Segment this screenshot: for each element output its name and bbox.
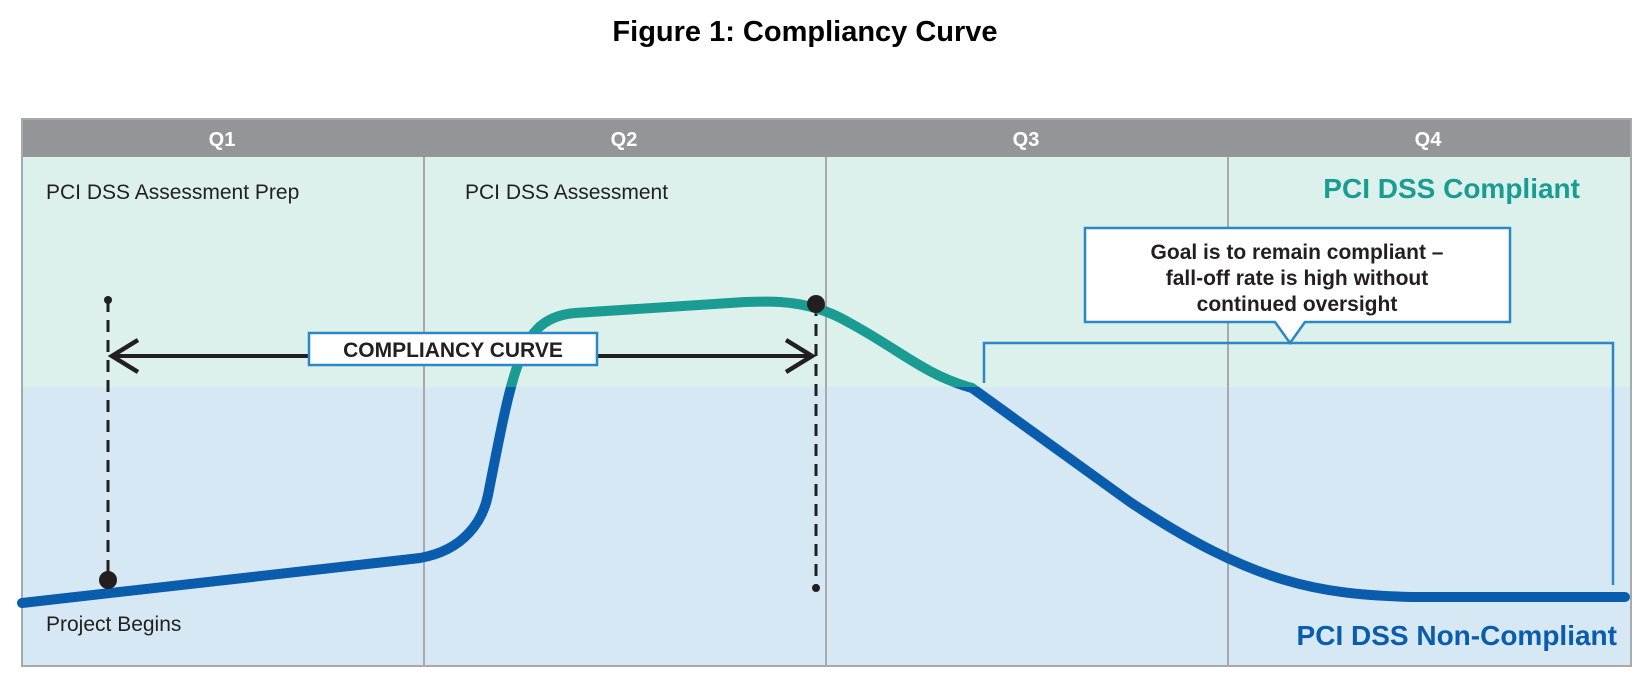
non-compliant-zone-label: PCI DSS Non-Compliant (1297, 620, 1617, 651)
project-start-top-dot (104, 296, 112, 304)
quarter-label-q3: Q3 (1013, 129, 1040, 151)
quarter-label-q2: Q2 (611, 129, 638, 151)
project-start-dot (99, 571, 117, 589)
compliancy-curve-compliant-segment (505, 296, 980, 387)
figure-title: Figure 1: Compliancy Curve (612, 16, 998, 48)
phase-label-assessment: PCI DSS Assessment (465, 181, 668, 204)
quarter-label-q4: Q4 (1415, 129, 1443, 151)
compliancy-curve-label: COMPLIANCY CURVE (343, 339, 563, 362)
arrow-head-left-icon (107, 338, 140, 374)
compliancy-curve-label-box (307, 331, 599, 367)
quarter-label-q1: Q1 (209, 129, 236, 151)
phase-label-assessment-prep: PCI DSS Assessment Prep (46, 181, 299, 204)
arrow-head-right-icon (784, 338, 817, 374)
callout-text-line-2: fall-off rate is high without (1166, 267, 1428, 290)
assessment-end-bottom-dot (812, 584, 820, 592)
oversight-bracket (982, 341, 1615, 585)
assessment-end-dot (807, 295, 825, 313)
compliant-zone-label: PCI DSS Compliant (1323, 173, 1580, 204)
compliancy-curve-non-compliant-segment (17, 387, 1630, 608)
project-begins-label: Project Begins (46, 613, 181, 636)
diagram-border (21, 118, 1632, 667)
callout-text-line-3: continued oversight (1197, 293, 1398, 316)
callout-box (1083, 226, 1512, 346)
callout-text-line-1: Goal is to remain compliant – (1151, 241, 1444, 264)
quarter-header-bar (22, 119, 1631, 157)
